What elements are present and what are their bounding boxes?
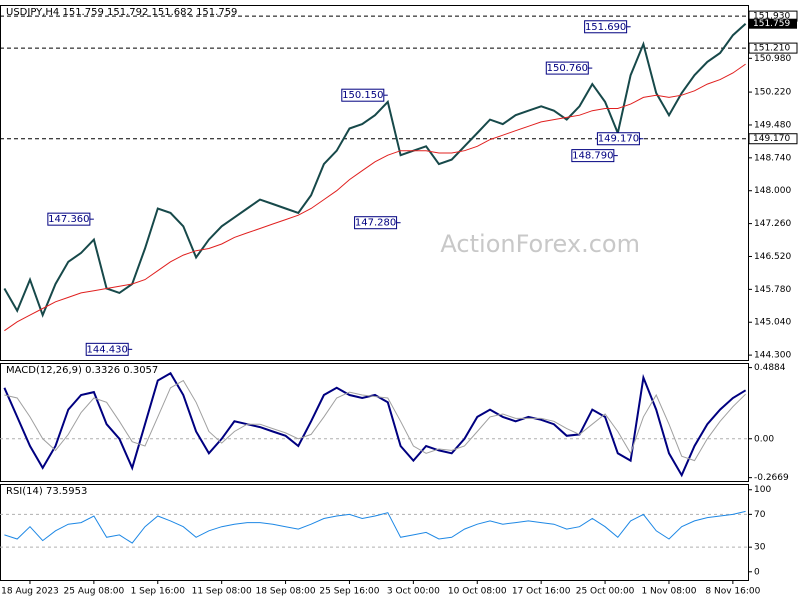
y-tick-label: 145.040 bbox=[754, 318, 791, 328]
x-tick-label: 18 Sep 08:00 bbox=[256, 587, 316, 597]
y-tick-label: 100 bbox=[754, 485, 771, 495]
x-tick-label: 25 Oct 00:00 bbox=[576, 587, 635, 597]
y-tick-label: 0.4884 bbox=[754, 363, 786, 373]
y-tick-label: 150.980 bbox=[754, 54, 791, 64]
series-line bbox=[3, 22, 747, 318]
annotation-box bbox=[596, 132, 640, 146]
y-tick-label: 70 bbox=[754, 510, 766, 520]
x-tick-label: 17 Oct 16:00 bbox=[512, 587, 571, 597]
annotation-box bbox=[545, 61, 589, 75]
x-tick-label: 10 Oct 08:00 bbox=[448, 587, 507, 597]
annotation-label: 148.790 bbox=[572, 151, 613, 162]
annotation-box bbox=[571, 149, 615, 163]
annotation-label: 147.360 bbox=[48, 214, 89, 225]
annotation-label: 147.280 bbox=[355, 218, 396, 229]
y-tick-label: 30 bbox=[754, 543, 766, 553]
level-label: 151.210 bbox=[753, 44, 790, 54]
y-tick-label: 148.740 bbox=[754, 153, 791, 163]
x-tick-label: 25 Sep 16:00 bbox=[319, 587, 379, 597]
x-tick-label: 18 Aug 2023 bbox=[1, 587, 59, 597]
y-tick-label: 148.000 bbox=[754, 186, 791, 196]
x-tick-label: 1 Sep 16:00 bbox=[131, 587, 186, 597]
panel-frame bbox=[0, 363, 749, 482]
y-tick-label: 149.480 bbox=[754, 120, 791, 130]
annotation-box bbox=[341, 88, 385, 102]
panel-frame bbox=[0, 5, 749, 361]
x-tick-label: 25 Aug 08:00 bbox=[64, 587, 125, 597]
y-tick-label: -0.2669 bbox=[754, 473, 789, 483]
annotation-label: 149.170 bbox=[598, 134, 639, 145]
annotation-label: 151.690 bbox=[585, 22, 626, 33]
series-line bbox=[4, 379, 746, 462]
level-label-box bbox=[748, 42, 798, 54]
last-price-box bbox=[749, 18, 797, 29]
level-label-box bbox=[748, 133, 798, 145]
panel-title: USDJPY,H4 151.759 151.792 151.682 151.75… bbox=[6, 7, 237, 18]
annotation-label: 150.150 bbox=[342, 90, 383, 101]
y-tick-label: 145.780 bbox=[754, 285, 791, 295]
annotation-box bbox=[584, 20, 628, 34]
panel-title: MACD(12,26,9) 0.3326 0.3057 bbox=[6, 365, 158, 376]
panel-title: RSI(14) 73.5953 bbox=[6, 486, 87, 497]
y-tick-label: 0.00 bbox=[754, 434, 774, 444]
y-tick-label: 150.220 bbox=[754, 88, 791, 98]
level-label: 151.930 bbox=[753, 12, 790, 22]
series-line bbox=[3, 371, 747, 478]
level-label: 149.170 bbox=[753, 134, 790, 144]
last-price-label: 151.759 bbox=[753, 19, 790, 29]
x-tick-label: 11 Sep 08:00 bbox=[192, 587, 252, 597]
x-tick-label: 1 Nov 08:00 bbox=[641, 587, 696, 597]
series-line bbox=[4, 510, 746, 544]
y-tick-label: 144.300 bbox=[754, 351, 791, 361]
y-tick-label: 146.520 bbox=[754, 252, 791, 262]
annotation-box bbox=[85, 342, 129, 356]
y-tick-label: 147.260 bbox=[754, 219, 791, 229]
annotation-label: 150.760 bbox=[547, 63, 588, 74]
panel-frame bbox=[0, 484, 749, 581]
annotation-box bbox=[47, 212, 91, 226]
annotation-box bbox=[354, 216, 398, 230]
x-tick-label: 8 Nov 16:00 bbox=[705, 587, 760, 597]
series-line bbox=[4, 63, 746, 332]
watermark: ActionForex.com bbox=[440, 230, 640, 258]
y-tick-label: 0 bbox=[754, 567, 760, 577]
x-tick-label: 3 Oct 00:00 bbox=[387, 587, 440, 597]
annotation-label: 144.430 bbox=[87, 344, 128, 355]
